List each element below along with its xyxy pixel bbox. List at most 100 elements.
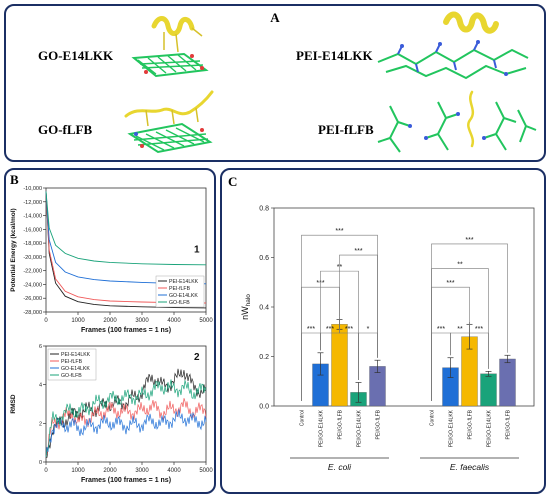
- x-axis-label: Frames (100 frames = 1 ns): [81, 327, 171, 334]
- significance-label: ***: [307, 326, 315, 333]
- y-tick-label: -28,000: [23, 310, 42, 316]
- group-label: E. coli: [328, 462, 352, 472]
- x-tick-label: PEI/GO-fLFB: [468, 409, 474, 439]
- series-line-pei-e14lkk: [45, 368, 207, 458]
- significance-label: ***: [446, 280, 454, 287]
- x-tick-label: PEI/GO-E14LKK: [357, 409, 363, 447]
- x-tick-label: 0: [44, 318, 48, 324]
- y-tick-label: 0.4: [259, 305, 269, 312]
- y-tick-label: -20,000: [23, 255, 42, 261]
- x-tick-label: PEI/GO-E14LKK: [319, 409, 325, 447]
- x-tick-label: 1000: [71, 468, 85, 474]
- legend-label: GO-fLFB: [169, 300, 190, 306]
- significance-label: ***: [465, 237, 473, 244]
- legend-label: GO-fLFB: [61, 373, 82, 379]
- legend-label: GO-E14LKK: [169, 293, 198, 299]
- significance-label: ***: [335, 228, 343, 235]
- x-tick-label: 1000: [71, 318, 85, 324]
- panel-c-label: C: [228, 174, 238, 189]
- y-tick-label: -24,000: [23, 282, 42, 288]
- legend-label: PEI-E14LKK: [61, 352, 91, 358]
- panel-b-label: B: [10, 172, 19, 187]
- legend-label: PEI-fLFB: [61, 359, 83, 365]
- label-pei-flfb: PEI-fLFB: [318, 122, 374, 137]
- significance-label: **: [457, 326, 463, 333]
- series-line-go-e14lkk: [45, 191, 207, 285]
- label-pei-e14lkk: PEI-E14LKK: [296, 48, 373, 63]
- bar-ecoli-2: [331, 324, 348, 407]
- panel-number: 1: [194, 244, 200, 255]
- x-tick-label: PEI/GO-fLFB: [506, 409, 512, 439]
- pei-e14lkk-structure: [377, 11, 529, 80]
- panel-a: A GO-E14LKK PEI-E14LKK GO-fLFB PEI-fLFB: [4, 4, 546, 162]
- x-tick-label: 2000: [103, 318, 117, 324]
- bar-efaecalis-3: [480, 373, 497, 407]
- series-line-go-flfb: [45, 191, 207, 266]
- x-tick-label: 4000: [167, 468, 181, 474]
- legend-label: PEI-E14LKK: [169, 279, 199, 285]
- y-axis-label: nWhalo: [240, 294, 252, 320]
- x-tick-label: 4000: [167, 318, 181, 324]
- y-tick-label: -12,000: [23, 200, 42, 206]
- significance-label: ***: [354, 248, 362, 255]
- series-line-pei-flfb: [45, 398, 207, 458]
- pei-flfb-structure: [377, 90, 537, 153]
- series-line-go-e14lkk: [45, 409, 207, 458]
- legend-label: GO-E14LKK: [61, 366, 90, 372]
- panel-a-molecules: [124, 11, 537, 154]
- y-tick-label: 0.6: [259, 255, 269, 262]
- go-flfb-structure: [124, 90, 214, 154]
- x-tick-label: Control: [430, 410, 436, 426]
- x-tick-label: PEI/GO-E14LKK: [487, 409, 493, 447]
- y-axis-label: Potential Energy (kcal/mol): [10, 208, 17, 291]
- y-tick-label: 0: [39, 460, 42, 466]
- x-tick-label: 0: [44, 468, 48, 474]
- significance-bracket: [431, 243, 508, 402]
- panel-c-chart: 0.0 0.2 0.4 0.6 0.8 nWhalo Control PEI/GO-E14LK…: [240, 206, 535, 472]
- y-tick-label: 0.8: [259, 206, 269, 213]
- plot-frame: [45, 345, 207, 463]
- panel-a-label: A: [270, 10, 280, 25]
- y-axis-label-subscript: halo: [245, 294, 252, 307]
- significance-label: ***: [437, 326, 445, 333]
- y-tick-label: 0.0: [259, 404, 269, 411]
- significance-label: ***: [326, 326, 334, 333]
- significance-bracket: [301, 234, 378, 402]
- panel-b-charts: 0 1000 2000 3000 4000 5000 -28,000 -26,000 -24,0…: [10, 186, 213, 484]
- y-tick-label: 2: [39, 421, 42, 427]
- go-e14lkk-structure: [131, 16, 209, 78]
- y-tick-label: -10,000: [23, 186, 42, 192]
- y-tick-label: 4: [39, 383, 42, 389]
- x-tick-label: PEI/GO-E14LKK: [449, 409, 455, 447]
- y-tick-label: -18,000: [23, 241, 42, 247]
- label-go-flfb: GO-fLFB: [38, 122, 93, 137]
- significance-bracket: [431, 268, 489, 402]
- y-tick-label: -26,000: [23, 296, 42, 302]
- bar-efaecalis-4: [499, 358, 516, 407]
- significance-label: ***: [345, 326, 353, 333]
- x-tick-label: 5000: [199, 468, 213, 474]
- label-go-e14lkk: GO-E14LKK: [38, 48, 114, 63]
- significance-label: *: [367, 326, 370, 333]
- y-tick-label: -14,000: [23, 214, 42, 220]
- y-axis-label: RMSD: [10, 394, 17, 413]
- y-tick-label: 0.2: [259, 354, 269, 361]
- x-tick-label: 3000: [135, 468, 149, 474]
- group-label: E. faecalis: [450, 462, 490, 472]
- y-tick-label: 6: [39, 344, 42, 350]
- x-axis-label: Frames (100 frames = 1 ns): [81, 477, 171, 484]
- series-line-go-flfb: [45, 379, 207, 458]
- x-tick-label: PEI/GO-fLFB: [376, 409, 382, 439]
- significance-label: ***: [475, 326, 483, 333]
- x-tick-label: PEI/GO-fLFB: [338, 409, 344, 439]
- x-tick-label: 2000: [103, 468, 117, 474]
- x-tick-label: Control: [300, 410, 306, 426]
- x-tick-label: 5000: [199, 318, 213, 324]
- legend-label: PEI-fLFB: [169, 286, 191, 292]
- panel-number: 2: [194, 352, 200, 363]
- x-tick-label: 3000: [135, 318, 149, 324]
- panel-b: B 0 1000 2000 3000 4000 5000 -28,000 -26,000 -24…: [4, 168, 216, 494]
- y-tick-label: -22,000: [23, 269, 42, 275]
- plot-frame: [45, 187, 207, 313]
- significance-label: **: [457, 262, 463, 269]
